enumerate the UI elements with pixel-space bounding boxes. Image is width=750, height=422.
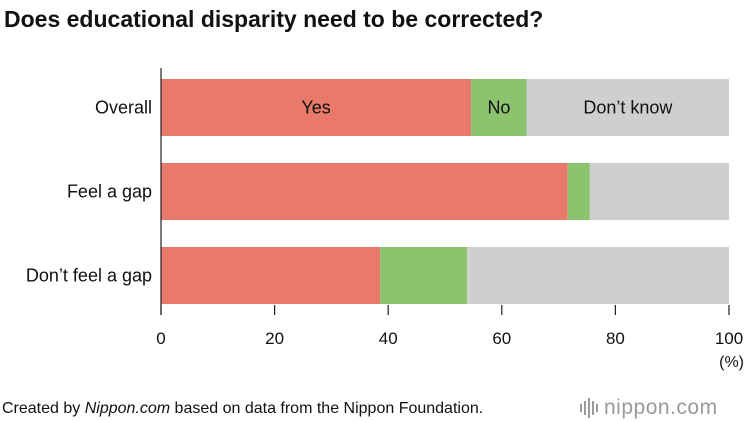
x-axis: 0 20 40 60 80 100 (%)	[156, 305, 744, 371]
nippon-logo: nippon.com	[580, 396, 718, 420]
bars-layer: Yes No Don’t know	[161, 79, 729, 304]
credit-suffix: based on data from the Nippon Foundation…	[170, 400, 484, 417]
stacked-bar-chart: Yes No Don’t know 0 20 40 60 80 100 (%) Overall F…	[26, 68, 744, 371]
x-tick-label-80: 80	[606, 329, 625, 348]
bar-yes-overall	[161, 79, 472, 136]
bar-yes-feel-a-gap	[161, 163, 568, 220]
x-tick-label-100: 100	[715, 329, 743, 348]
category-label-don-t-feel-a-gap: Don’t feel a gap	[26, 266, 152, 286]
series-label-don-t-know: Don’t know	[583, 98, 673, 118]
chart-title: Does educational disparity need to be co…	[4, 6, 544, 32]
credit-site: Nippon.com	[84, 400, 171, 417]
nippon-logo-bars-icon	[580, 398, 598, 418]
x-tick-label-0: 0	[156, 329, 165, 348]
category-labels: Overall Feel a gap Don’t feel a gap	[26, 98, 152, 286]
source-credit: Created by Nippon.com based on data from…	[2, 400, 483, 418]
category-label-feel-a-gap: Feel a gap	[67, 182, 152, 202]
series-label-yes: Yes	[301, 98, 330, 118]
bar-don-t-know-feel-a-gap	[589, 163, 729, 220]
category-label-overall: Overall	[95, 98, 152, 118]
x-tick-label-40: 40	[379, 329, 398, 348]
bar-don-t-know-overall	[526, 79, 729, 136]
bar-no-don-t-feel-a-gap	[380, 247, 468, 304]
x-tick-label-60: 60	[492, 329, 511, 348]
series-label-no: No	[487, 98, 510, 118]
x-axis-unit: (%)	[719, 354, 744, 371]
bar-no-feel-a-gap	[567, 163, 590, 220]
x-tick-label-20: 20	[265, 329, 284, 348]
credit-prefix: Created by	[2, 400, 85, 417]
bar-don-t-know-don-t-feel-a-gap	[467, 247, 729, 304]
bar-yes-don-t-feel-a-gap	[161, 247, 381, 304]
logo-text: nippon.com	[604, 396, 718, 419]
bar-no-overall	[471, 79, 527, 136]
